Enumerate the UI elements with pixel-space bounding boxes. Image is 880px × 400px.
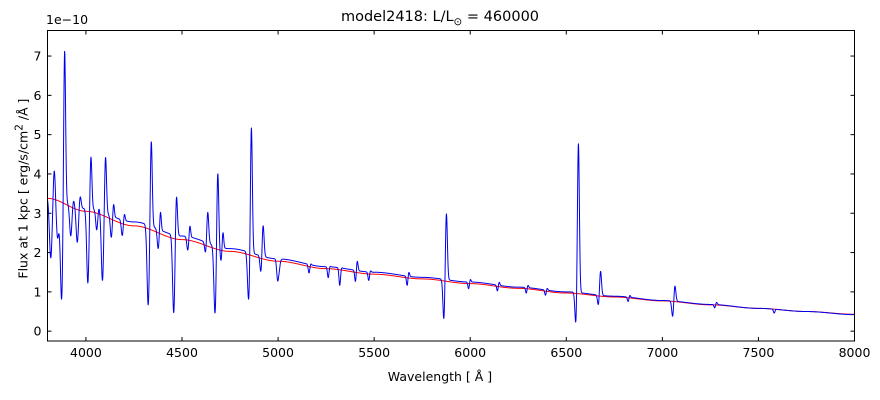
y-tick-label: 5 [34,127,42,142]
y-tick-label: 2 [34,245,42,260]
tick-group: 4000 4500 5000 5500 6000 6500 7000 7500 8000 0 1 2 3… [34,30,871,360]
y-tick-label: 4 [34,166,42,181]
x-tick-label: 6500 [550,345,582,360]
x-axis-label: Wavelength [ Å ] [387,369,493,384]
axes-frame [47,30,855,342]
y-tick-label: 7 [34,49,42,64]
plot-title-prefix: model2418: L/L [340,9,454,25]
x-tick-label: 5000 [262,345,294,360]
x-tick-label: 8000 [839,345,871,360]
x-tick-label: 6000 [454,345,486,360]
x-tick-label: 4000 [70,345,102,360]
y-axis-offset-label: 1e−10 [46,12,89,27]
solar-symbol: ⊙ [453,15,463,28]
plot-title: model2418: L/L⊙ = 460000 [0,9,880,28]
x-tick-label: 7500 [743,345,775,360]
spectrum-line [47,50,855,323]
y-tick-label: 3 [34,206,42,221]
data-group [47,50,855,323]
y-tick-label: 1 [34,284,42,299]
y-tick-label: 6 [34,88,42,103]
plot-title-suffix: = 460000 [462,9,540,25]
x-tick-label: 5500 [358,345,390,360]
x-tick-label: 4500 [166,345,198,360]
x-tick-label: 7000 [646,345,678,360]
continuum-line [47,197,855,315]
y-tick-label: 0 [34,324,42,339]
